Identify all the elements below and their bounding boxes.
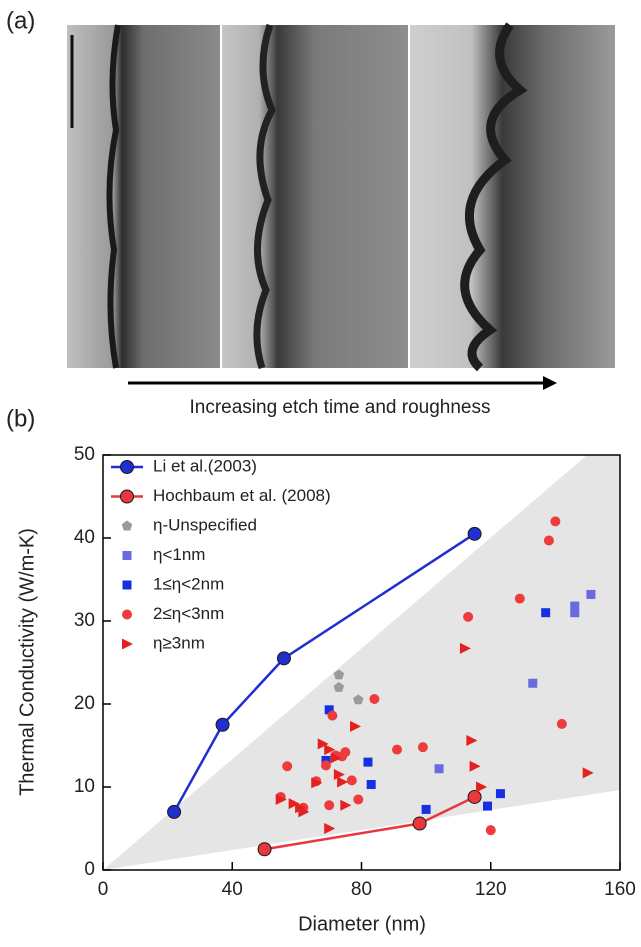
marker [324, 800, 335, 811]
panel-label: (a) [6, 7, 35, 34]
legend-marker [120, 489, 134, 504]
legend-label: 1≤η<2nm [153, 574, 224, 593]
x-tick-label: 40 [222, 879, 243, 900]
marker [167, 804, 182, 819]
x-tick-label: 120 [475, 879, 507, 900]
y-tick-label: 0 [84, 859, 95, 880]
marker [324, 744, 336, 756]
marker [463, 611, 474, 622]
marker [340, 747, 351, 758]
y-tick-label: 20 [74, 693, 95, 714]
arrow-caption: Increasing etch time and roughness [189, 397, 490, 418]
marker [311, 777, 323, 789]
marker [412, 816, 427, 831]
marker [320, 760, 331, 771]
legend-marker [122, 609, 132, 620]
legend-marker [122, 638, 133, 650]
legend-label: η<1nm [153, 545, 205, 564]
y-axis-label: Thermal Conductivity (W/m-K) [16, 528, 38, 796]
marker [215, 717, 230, 732]
marker [330, 752, 342, 764]
edge [460, 22, 528, 372]
marker [421, 804, 431, 814]
x-tick-label: 0 [98, 879, 109, 900]
marker [417, 742, 428, 753]
legend-label: η≥3nm [153, 633, 205, 652]
tem-image [222, 25, 408, 368]
y-tick-label: 50 [74, 444, 95, 465]
marker [282, 761, 293, 772]
legend-label: 2≤η<3nm [153, 604, 224, 623]
tem-image [67, 25, 220, 368]
marker [353, 794, 364, 805]
marker [586, 589, 596, 599]
legend-marker [122, 580, 132, 590]
marker [467, 526, 482, 541]
marker [459, 642, 471, 654]
marker [276, 651, 291, 666]
marker [340, 799, 352, 811]
marker [469, 760, 481, 772]
marker [485, 825, 496, 836]
marker [337, 776, 349, 788]
x-tick-label: 160 [604, 879, 636, 900]
marker [346, 775, 357, 786]
panel-label: (b) [6, 405, 35, 432]
edge [106, 24, 121, 369]
marker [257, 842, 272, 857]
marker [363, 757, 373, 767]
shaded-region [103, 455, 620, 870]
marker [288, 798, 300, 810]
marker [434, 764, 444, 774]
marker [467, 789, 482, 804]
marker [350, 720, 362, 732]
marker [327, 710, 338, 721]
marker [324, 705, 334, 715]
series-line [172, 532, 476, 813]
marker [333, 769, 345, 781]
legend-marker [120, 460, 134, 474]
legend-marker [122, 551, 132, 560]
edge [253, 23, 276, 370]
marker [550, 516, 561, 527]
arrow-head [543, 376, 557, 390]
marker [366, 780, 376, 790]
marker [483, 801, 493, 811]
marker [369, 694, 380, 705]
marker [495, 789, 505, 799]
y-tick-label: 10 [74, 776, 95, 797]
x-tick-label: 80 [351, 879, 372, 900]
marker [324, 823, 336, 834]
marker [317, 738, 329, 750]
marker [333, 669, 345, 680]
marker [275, 793, 287, 805]
marker [466, 735, 478, 747]
marker [543, 535, 554, 546]
y-tick-label: 30 [74, 610, 95, 631]
legend-label: η-Unspecified [153, 515, 257, 534]
legend-label: Li et al.(2003) [153, 456, 257, 475]
marker [570, 608, 580, 618]
marker [570, 601, 580, 611]
marker [556, 718, 567, 729]
x-axis-label: Diameter (nm) [298, 913, 426, 935]
marker [392, 744, 403, 755]
marker [582, 767, 594, 779]
marker [333, 681, 345, 692]
y-tick-label: 40 [74, 527, 95, 548]
legend-marker [121, 520, 133, 531]
marker [541, 608, 551, 618]
marker [476, 781, 488, 793]
marker [353, 694, 364, 705]
marker [298, 806, 310, 818]
marker [528, 678, 538, 688]
legend-label: Hochbaum et al. (2008) [153, 486, 331, 505]
marker [514, 593, 525, 604]
